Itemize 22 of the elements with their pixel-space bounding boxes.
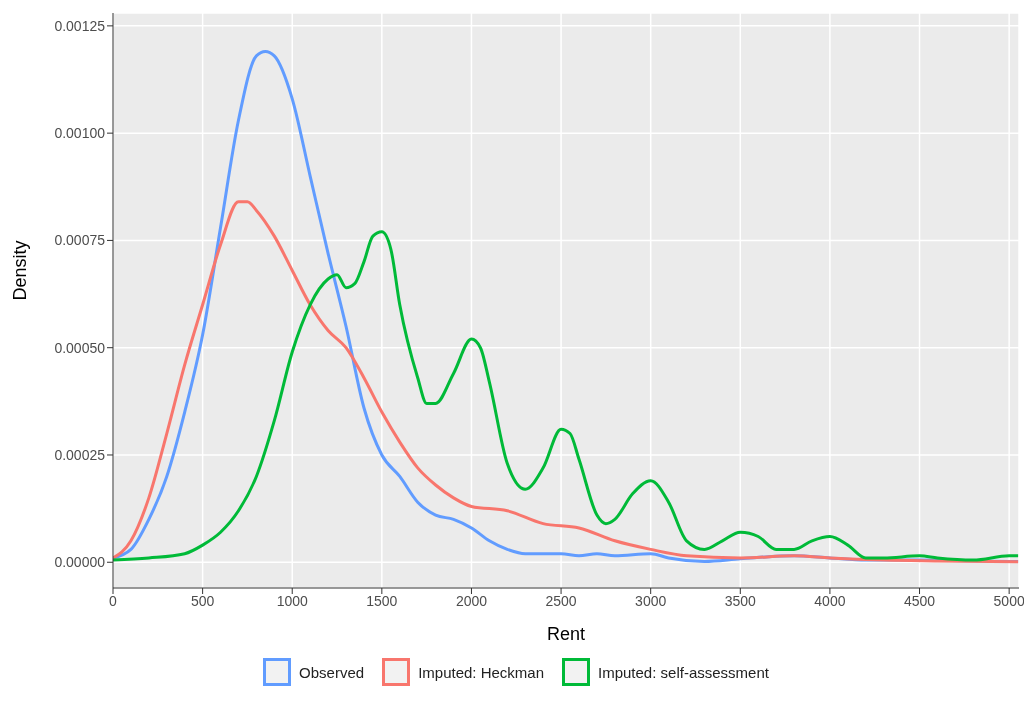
legend-label: Observed	[299, 663, 365, 681]
legend-label: Imputed: self-assessment	[598, 663, 769, 681]
y-tick-label: 0.00125	[54, 17, 106, 34]
y-tick-label: 0.00100	[54, 125, 106, 142]
y-tick-label: 0.00000	[54, 554, 106, 571]
x-tick-label: 3000	[635, 592, 667, 609]
x-tick-label: 1000	[276, 592, 309, 609]
y-tick-label: 0.00025	[54, 446, 106, 463]
x-tick-label: 3500	[724, 592, 757, 609]
x-tick-label: 2500	[545, 592, 577, 609]
x-tick-label: 1500	[366, 592, 398, 609]
legend-label: Imputed: Heckman	[418, 663, 545, 681]
x-tick-label: 4000	[814, 592, 846, 609]
x-tick-label: 5000	[993, 592, 1025, 609]
x-tick-label: 0	[109, 592, 118, 609]
x-axis-title: Rent	[546, 624, 586, 644]
y-tick-label: 0.00050	[54, 339, 106, 356]
x-tick-label: 2000	[455, 592, 488, 609]
y-axis-title: Density	[10, 240, 31, 301]
y-tick-label: 0.00075	[54, 232, 106, 249]
x-tick-label: 500	[190, 592, 215, 609]
x-tick-label: 4500	[903, 592, 936, 609]
